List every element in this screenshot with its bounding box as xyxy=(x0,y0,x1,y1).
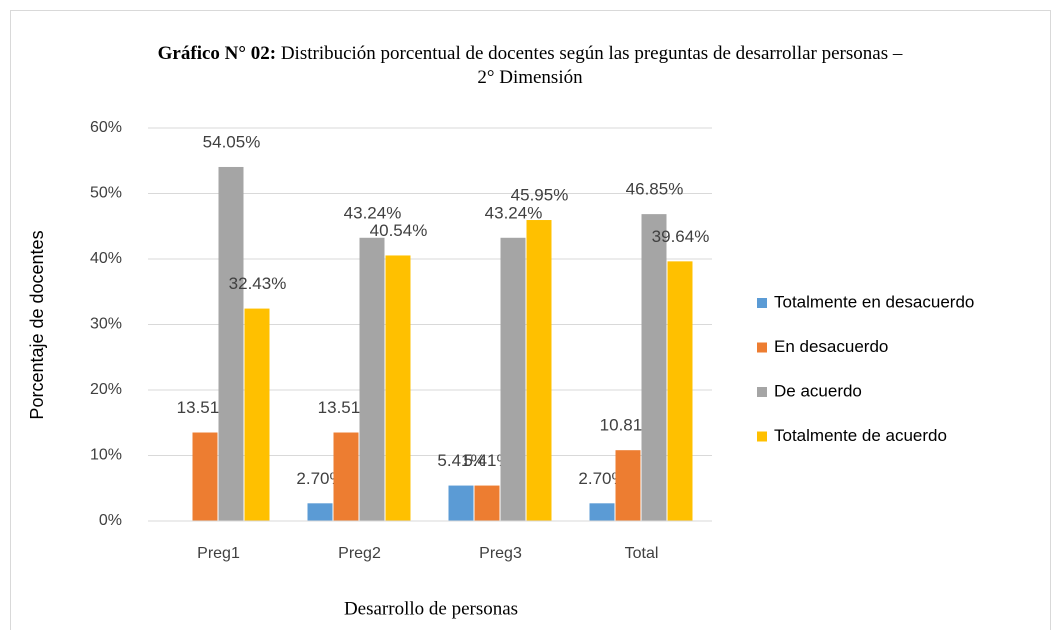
data-label: 45.95% xyxy=(511,186,569,205)
bar xyxy=(474,485,500,521)
bar xyxy=(641,214,667,521)
data-label: 5.41% xyxy=(437,451,485,470)
y-tick-label: 60% xyxy=(90,119,122,136)
data-label: 54.05% xyxy=(203,132,261,151)
chart-title: Gráfico N° 02: Distribución porcentual d… xyxy=(150,42,910,90)
legend-swatch xyxy=(757,431,767,442)
legend-label: De acuerdo xyxy=(774,381,862,400)
y-tick-label: 0% xyxy=(99,512,122,529)
x-tick-label: Total xyxy=(625,545,659,562)
bar xyxy=(589,503,615,521)
bar xyxy=(192,432,218,521)
legend-label: Totalmente de acuerdo xyxy=(774,426,947,445)
bar xyxy=(307,503,333,521)
data-label: 5.41% xyxy=(463,451,511,470)
y-tick-label: 10% xyxy=(90,447,122,464)
bar xyxy=(385,255,411,521)
legend-swatch xyxy=(757,342,767,353)
y-tick-label: 40% xyxy=(90,250,122,267)
legend-label: Totalmente en desacuerdo xyxy=(774,292,974,311)
y-axis-label: Porcentaje de docentes xyxy=(27,230,47,419)
bar xyxy=(448,485,474,521)
x-tick-label: Preg3 xyxy=(479,545,522,562)
x-tick-label: Preg2 xyxy=(338,545,381,562)
data-label: 43.24% xyxy=(485,203,543,222)
bar xyxy=(218,166,244,521)
data-label: 2.70% xyxy=(578,469,626,488)
bar xyxy=(359,237,385,521)
data-label: 39.64% xyxy=(652,227,710,246)
y-tick-label: 50% xyxy=(90,185,122,202)
title-label: Gráfico N° 02: xyxy=(157,43,277,64)
legend-label: En desacuerdo xyxy=(774,337,888,356)
bar xyxy=(333,432,359,521)
data-label: 46.85% xyxy=(626,180,684,199)
legend-swatch xyxy=(757,298,767,308)
y-tick-label: 30% xyxy=(90,316,122,333)
title-text: Distribución porcentual de docentes segú… xyxy=(280,43,903,88)
data-label: 40.54% xyxy=(370,221,428,240)
legend-swatch xyxy=(757,387,767,397)
bar xyxy=(667,261,693,521)
chart-border xyxy=(10,10,1051,630)
data-label: 2.70% xyxy=(296,469,344,488)
x-axis-label: Desarrollo de personas xyxy=(344,598,518,619)
y-tick-label: 20% xyxy=(90,381,122,398)
data-label: 43.24% xyxy=(344,203,402,222)
x-tick-label: Preg1 xyxy=(197,545,240,562)
bar xyxy=(615,450,641,521)
bar xyxy=(244,308,270,521)
bar xyxy=(526,220,552,521)
bar xyxy=(500,237,526,521)
data-label: 32.43% xyxy=(229,274,287,293)
